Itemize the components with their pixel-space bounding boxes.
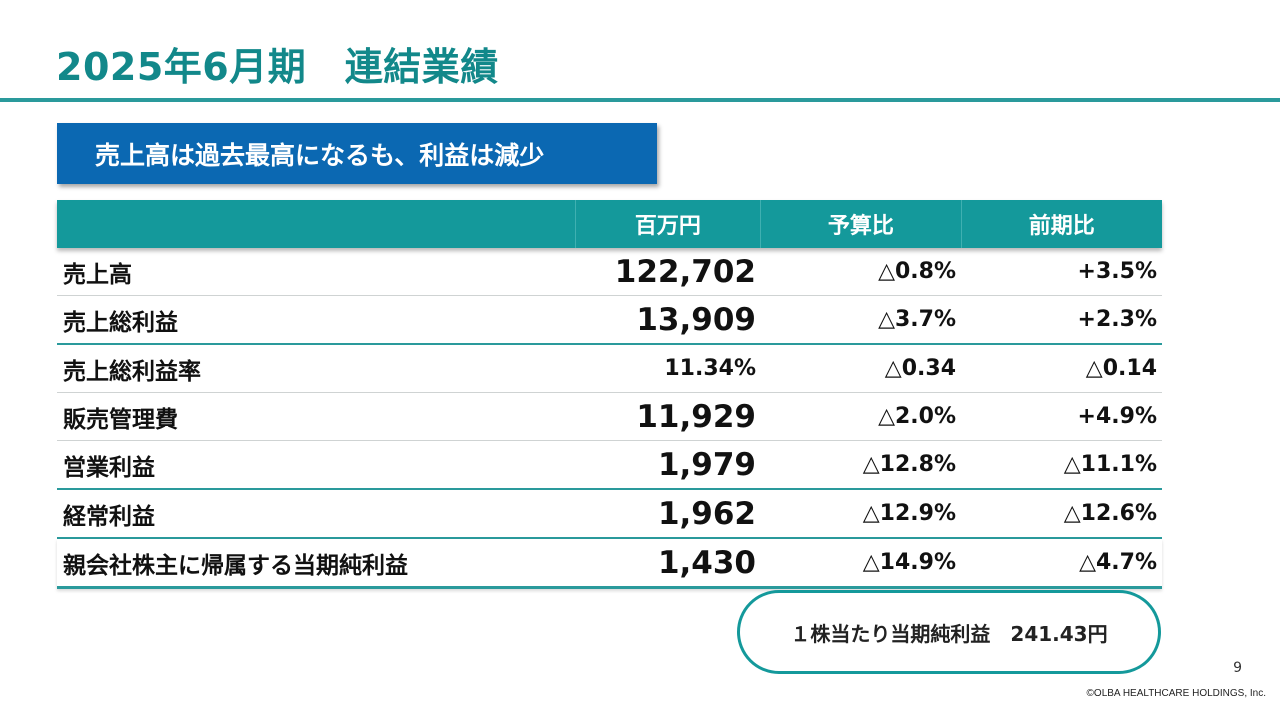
row-value: 1,430 bbox=[657, 544, 756, 581]
row-budget: △12.8% bbox=[862, 452, 956, 477]
row-label: 売上総利益率 bbox=[63, 358, 201, 385]
headline-banner: 売上高は過去最高になるも、利益は減少 bbox=[57, 123, 657, 184]
row-budget: △14.9% bbox=[862, 550, 956, 575]
row-value: 11,929 bbox=[636, 398, 756, 435]
header-cell-amount: 百万円 bbox=[574, 200, 761, 248]
row-budget: △0.34 bbox=[884, 356, 956, 381]
row-label: 経常利益 bbox=[63, 503, 155, 530]
table-row: 売上総利益 13,909 △3.7% +2.3% bbox=[57, 296, 1162, 345]
row-yoy: +4.9% bbox=[1077, 404, 1157, 429]
row-budget: △2.0% bbox=[878, 404, 956, 429]
page-number: 9 bbox=[1233, 660, 1242, 676]
header-cell-label bbox=[57, 200, 575, 248]
row-label: 販売管理費 bbox=[63, 406, 178, 433]
row-value: 13,909 bbox=[636, 301, 756, 338]
header-cell-yoy: 前期比 bbox=[960, 200, 1162, 248]
table-row: 売上総利益率 11.34% △0.34 △0.14 bbox=[57, 345, 1162, 393]
row-yoy: △4.7% bbox=[1079, 550, 1157, 575]
row-label: 親会社株主に帰属する当期純利益 bbox=[63, 552, 408, 579]
headline-text: 売上高は過去最高になるも、利益は減少 bbox=[95, 140, 545, 170]
row-budget: △12.9% bbox=[862, 501, 956, 526]
row-label: 売上高 bbox=[63, 261, 132, 288]
row-value: 122,702 bbox=[614, 253, 756, 290]
copyright-notice: ©OLBA HEALTHCARE HOLDINGS, Inc. bbox=[1086, 688, 1266, 699]
row-yoy: △0.14 bbox=[1085, 356, 1157, 381]
table-header: 百万円 予算比 前期比 bbox=[57, 200, 1162, 248]
table-row: 親会社株主に帰属する当期純利益 1,430 △14.9% △4.7% bbox=[57, 539, 1162, 589]
page-title: 2025年6月期 連結業績 bbox=[56, 45, 499, 89]
header-cell-budget: 予算比 bbox=[760, 200, 960, 248]
table-row: 経常利益 1,962 △12.9% △12.6% bbox=[57, 490, 1162, 539]
row-budget: △0.8% bbox=[878, 259, 956, 284]
table-row: 販売管理費 11,929 △2.0% +4.9% bbox=[57, 393, 1162, 441]
row-label: 営業利益 bbox=[63, 454, 155, 481]
table-row: 営業利益 1,979 △12.8% △11.1% bbox=[57, 441, 1162, 490]
row-yoy: △11.1% bbox=[1063, 452, 1157, 477]
eps-text: １株当たり当期純利益 241.43円 bbox=[790, 621, 1108, 646]
row-yoy: +2.3% bbox=[1077, 307, 1157, 332]
eps-callout: １株当たり当期純利益 241.43円 bbox=[737, 590, 1161, 674]
row-budget: △3.7% bbox=[878, 307, 956, 332]
table-row: 売上高 122,702 △0.8% +3.5% bbox=[57, 248, 1162, 296]
title-divider bbox=[0, 98, 1280, 102]
row-label: 売上総利益 bbox=[63, 309, 178, 336]
row-yoy: +3.5% bbox=[1077, 259, 1157, 284]
results-table: 百万円 予算比 前期比 売上高 122,702 △0.8% +3.5% 売上総利… bbox=[57, 200, 1162, 589]
row-value: 11.34% bbox=[664, 356, 756, 381]
row-yoy: △12.6% bbox=[1063, 501, 1157, 526]
row-value: 1,962 bbox=[657, 495, 756, 532]
row-value: 1,979 bbox=[657, 446, 756, 483]
